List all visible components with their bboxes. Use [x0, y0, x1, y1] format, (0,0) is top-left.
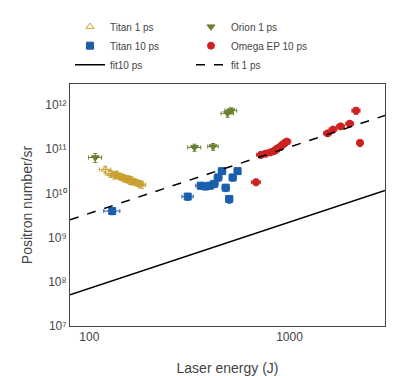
svg-text:Titan 1 ps: Titan 1 ps — [110, 22, 154, 33]
svg-text:10¹⁰: 10¹⁰ — [45, 187, 66, 201]
svg-text:10⁷: 10⁷ — [49, 319, 67, 333]
svg-text:Laser energy (J): Laser energy (J) — [177, 360, 279, 376]
svg-text:10⁸: 10⁸ — [48, 275, 66, 289]
svg-text:1000: 1000 — [276, 330, 303, 344]
svg-text:fit 1 ps: fit 1 ps — [231, 60, 260, 71]
svg-text:Titan 10 ps: Titan 10 ps — [110, 41, 159, 52]
svg-text:Omega EP 10 ps: Omega EP 10 ps — [231, 41, 307, 52]
svg-text:10¹¹: 10¹¹ — [45, 142, 66, 156]
svg-text:fit10 ps: fit10 ps — [110, 60, 142, 71]
svg-text:100: 100 — [79, 330, 99, 344]
svg-text:10⁹: 10⁹ — [48, 231, 67, 245]
svg-text:10¹²: 10¹² — [45, 98, 66, 112]
svg-text:Orion 1 ps: Orion 1 ps — [231, 22, 277, 33]
svg-text:Positron number/sr: Positron number/sr — [19, 146, 35, 265]
